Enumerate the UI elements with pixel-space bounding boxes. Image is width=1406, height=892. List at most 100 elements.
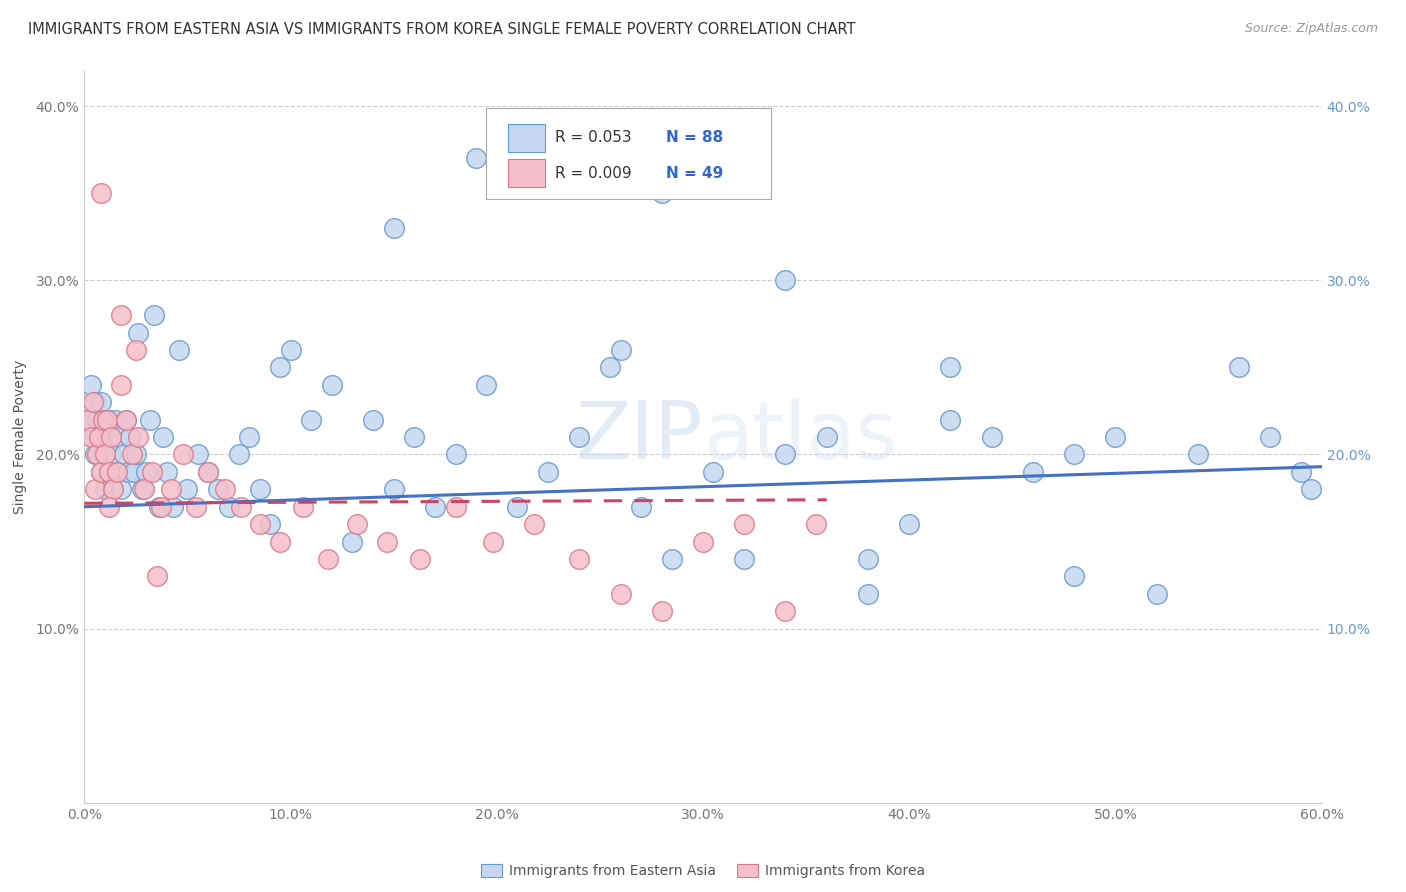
Point <box>104 412 127 426</box>
Point <box>148 500 170 514</box>
Point <box>162 500 184 514</box>
Point <box>87 430 110 444</box>
Point <box>444 448 467 462</box>
Point <box>218 500 240 514</box>
Point <box>110 308 132 322</box>
Point <box>568 430 591 444</box>
Point <box>187 448 209 462</box>
Point <box>149 500 172 514</box>
Point <box>143 308 166 322</box>
Point <box>197 465 219 479</box>
FancyBboxPatch shape <box>508 124 544 152</box>
Point <box>90 465 112 479</box>
Text: IMMIGRANTS FROM EASTERN ASIA VS IMMIGRANTS FROM KOREA SINGLE FEMALE POVERTY CORR: IMMIGRANTS FROM EASTERN ASIA VS IMMIGRAN… <box>28 22 856 37</box>
Point <box>114 412 136 426</box>
Point <box>135 465 157 479</box>
Point <box>139 412 162 426</box>
Point <box>134 483 156 497</box>
Point <box>1063 448 1085 462</box>
Point <box>91 412 114 426</box>
Point <box>96 430 118 444</box>
Point <box>176 483 198 497</box>
Point <box>112 448 135 462</box>
Point <box>382 483 405 497</box>
Point <box>299 412 322 426</box>
Point <box>94 412 117 426</box>
Point <box>523 517 546 532</box>
Point <box>184 500 207 514</box>
Point <box>145 569 167 583</box>
Point <box>118 430 141 444</box>
Point <box>94 483 117 497</box>
Point <box>108 430 131 444</box>
Point <box>127 430 149 444</box>
Point <box>475 377 498 392</box>
Point <box>481 534 503 549</box>
Point <box>249 517 271 532</box>
Text: R = 0.053: R = 0.053 <box>554 130 631 145</box>
Point <box>537 465 560 479</box>
Point <box>939 360 962 375</box>
Text: R = 0.009: R = 0.009 <box>554 166 631 180</box>
Point <box>291 500 314 514</box>
Point <box>404 430 426 444</box>
Point <box>141 465 163 479</box>
Point <box>651 186 673 201</box>
Point <box>444 500 467 514</box>
Point <box>77 412 100 426</box>
Point <box>167 343 190 357</box>
Point <box>377 534 399 549</box>
Point <box>91 448 114 462</box>
Point <box>775 604 797 618</box>
FancyBboxPatch shape <box>508 159 544 187</box>
Point <box>702 465 724 479</box>
Text: N = 49: N = 49 <box>666 166 723 180</box>
Point <box>1146 587 1168 601</box>
Text: N = 88: N = 88 <box>666 130 723 145</box>
Point <box>1301 483 1323 497</box>
Point <box>229 500 252 514</box>
Point <box>105 465 128 479</box>
Point <box>609 587 631 601</box>
Point <box>96 412 118 426</box>
Point <box>152 430 174 444</box>
Point <box>100 430 122 444</box>
Text: ZIP: ZIP <box>575 398 703 476</box>
Point <box>465 152 488 166</box>
Point <box>238 430 260 444</box>
Point <box>1187 448 1209 462</box>
Point <box>269 360 291 375</box>
Point <box>630 500 652 514</box>
Point <box>82 395 104 409</box>
Point <box>856 587 879 601</box>
Y-axis label: Single Female Poverty: Single Female Poverty <box>13 360 27 514</box>
Point <box>207 483 229 497</box>
Point <box>110 483 132 497</box>
Point <box>280 343 302 357</box>
Point <box>1289 465 1312 479</box>
Point <box>382 221 405 235</box>
Point <box>125 343 148 357</box>
Point <box>733 552 755 566</box>
Point <box>103 483 125 497</box>
Point <box>98 465 121 479</box>
Point <box>361 412 384 426</box>
Point <box>692 534 714 549</box>
Point <box>1104 430 1126 444</box>
Point <box>156 465 179 479</box>
Point <box>86 448 108 462</box>
Point <box>806 517 828 532</box>
Point <box>856 552 879 566</box>
Point <box>815 430 838 444</box>
Point <box>121 448 143 462</box>
Point <box>980 430 1002 444</box>
FancyBboxPatch shape <box>486 108 770 200</box>
Point <box>98 412 121 426</box>
Point <box>117 465 139 479</box>
Point <box>83 395 105 409</box>
Point <box>259 517 281 532</box>
Point <box>269 534 291 549</box>
Text: Source: ZipAtlas.com: Source: ZipAtlas.com <box>1244 22 1378 36</box>
Point <box>609 343 631 357</box>
Point <box>733 517 755 532</box>
